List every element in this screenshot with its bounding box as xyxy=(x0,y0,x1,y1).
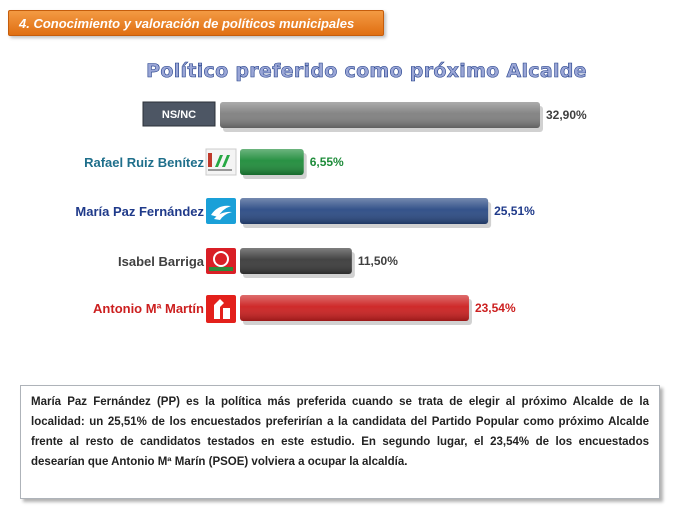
value-label: 23,54% xyxy=(475,301,516,315)
summary-text: María Paz Fernández (PP) es la política … xyxy=(31,396,649,468)
bar-shine xyxy=(240,198,489,224)
category-label: Antonio Mª Martín xyxy=(93,301,204,316)
bar-shine xyxy=(240,248,352,274)
value-label: 25,51% xyxy=(494,204,535,218)
category-label: Isabel Barriga xyxy=(118,254,205,269)
chart-title: Político preferido como próximo Alcalde xyxy=(146,60,587,83)
bar-shine xyxy=(240,295,469,321)
category-label: María Paz Fernández xyxy=(75,204,204,219)
bar-shine xyxy=(240,149,304,175)
value-label: 6,55% xyxy=(310,155,344,169)
nsnc-label: NS/NC xyxy=(162,109,196,121)
section-header: 4. Conocimiento y valoración de político… xyxy=(8,10,384,36)
category-label: Rafael Ruiz Benítez xyxy=(84,155,204,170)
pp-logo-icon xyxy=(206,198,236,224)
summary-box: María Paz Fernández (PP) es la política … xyxy=(20,385,660,499)
value-label: 32,90% xyxy=(546,108,587,122)
andalucista-logo-icon xyxy=(206,248,236,274)
nsnc-box xyxy=(142,101,216,127)
iu-logo-icon xyxy=(205,148,237,176)
psoe-logo-icon xyxy=(206,295,236,323)
value-label: 11,50% xyxy=(358,254,398,268)
bar-shine xyxy=(220,102,540,128)
bar-chart: 32,90% NS/NC 6,55% Rafael Ruiz Benítez 25,51… xyxy=(75,101,587,325)
